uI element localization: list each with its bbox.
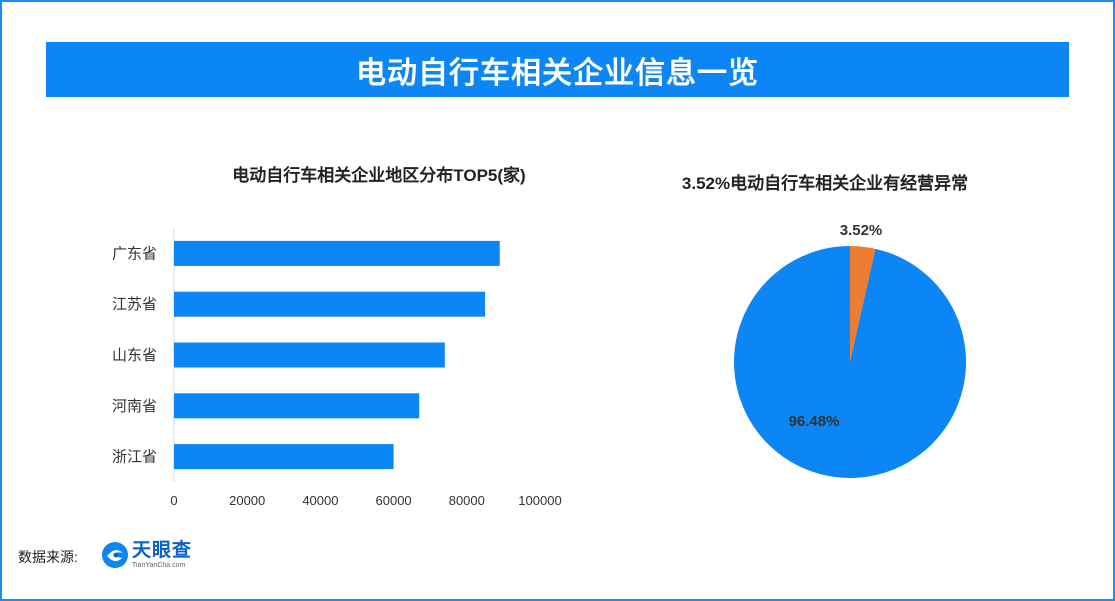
x-tick-label: 20000 [229,493,265,508]
bar-河南省 [174,393,420,419]
bar-chart-title: 电动自行车相关企业地区分布TOP5(家) [232,166,526,185]
x-tick-label: 40000 [302,493,338,508]
pie-slice-normal [733,246,966,478]
bar-山东省 [174,342,445,368]
category-label: 山东省 [112,347,157,364]
header-banner: 电动自行车相关企业信息一览 [46,42,1069,97]
x-tick-label: 60000 [376,493,412,508]
category-label: 浙江省 [112,449,157,466]
x-tick-label: 100000 [518,493,561,508]
pie-label-abnormal: 3.52% [840,222,883,239]
category-label: 河南省 [112,398,157,415]
logo-url: TianYanCha.com [132,561,186,569]
page-title: 电动自行车相关企业信息一览 [356,56,759,90]
x-tick-label: 0 [170,493,177,508]
bar-浙江省 [174,444,394,470]
logo-name: 天眼查 [132,539,193,561]
category-label: 广东省 [112,245,157,262]
tianyancha-logo: 天眼查 TianYanCha.com [101,537,192,573]
pie-chart-title: 3.52%电动自行车相关企业有经营异常 [681,174,969,193]
x-tick-label: 80000 [449,493,485,508]
bar-江苏省 [174,291,486,317]
category-label: 江苏省 [112,296,157,313]
data-source-label: 数据来源: [18,549,78,565]
pie-label-normal: 96.48% [789,413,840,430]
tianyancha-logo-icon [102,542,128,568]
pie-slice-abnormal [850,246,876,362]
bar-广东省 [174,240,500,266]
